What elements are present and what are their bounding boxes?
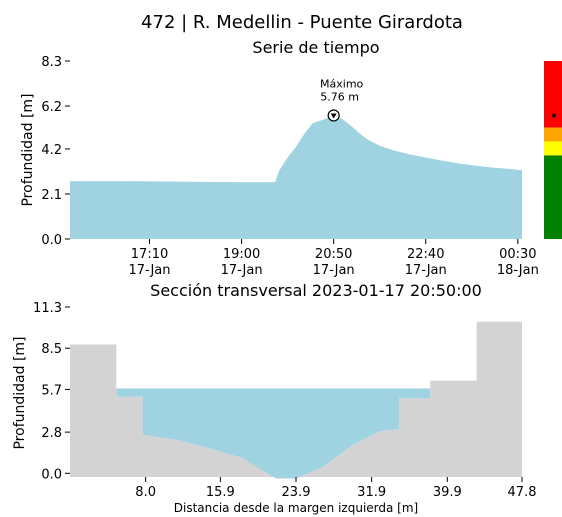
water-area: [116, 388, 431, 479]
x-tick-date: 18-Jan: [497, 263, 539, 278]
x-tick-label: 23.9: [282, 485, 311, 500]
ground-area: [70, 321, 522, 477]
x-tick-time: 22:40: [407, 247, 444, 262]
x-tick-time: 17:10: [131, 247, 168, 262]
maximum-value: 5.76 m: [320, 90, 359, 103]
x-tick-time: 00:30: [499, 247, 536, 262]
alert-level-segment: [544, 61, 562, 128]
cross-section-x-label: Distancia desde la margen izquierda [m]: [174, 501, 418, 515]
y-tick-label: 5.7: [41, 383, 62, 398]
maximum-label: Máximo: [320, 77, 364, 90]
maximum-marker-arrow: [330, 113, 337, 119]
time-series-y-label: Profundidad [m]: [20, 93, 36, 206]
x-tick-date: 17-Jan: [313, 263, 355, 278]
y-tick-label: 2.8: [41, 426, 62, 441]
y-tick-label: 0.0: [41, 467, 62, 482]
x-tick-time: 20:50: [315, 247, 352, 262]
y-tick-label: 0.0: [41, 233, 62, 248]
time-series-chart: Serie de tiempo Máximo 5.76 m 0.0 2.1 4.2 6…: [20, 38, 562, 278]
depth-series-area: [70, 115, 522, 239]
cross-section-y-label: Profundidad [m]: [12, 336, 28, 449]
time-series-axes: 0.02.14.26.28.317:1017-Jan19:0017-Jan20:…: [41, 55, 539, 278]
y-tick-label: 4.2: [41, 143, 62, 158]
cross-section-area-layer: [70, 321, 522, 479]
x-tick-label: 47.8: [508, 485, 537, 500]
time-series-area-layer: [70, 115, 522, 239]
y-tick-label: 11.3: [33, 301, 62, 316]
alert-level-bar: [544, 61, 562, 239]
x-tick-label: 31.9: [357, 485, 386, 500]
alert-level-segment: [544, 155, 562, 239]
x-tick-time: 19:00: [223, 247, 260, 262]
x-tick-date: 17-Jan: [129, 263, 171, 278]
figure-title: 472 | R. Medellin - Puente Girardota: [141, 12, 463, 33]
alert-level-segment: [544, 127, 562, 142]
x-tick-label: 39.9: [433, 485, 462, 500]
y-tick-label: 8.3: [41, 55, 62, 70]
time-series-title: Serie de tiempo: [252, 38, 379, 57]
y-tick-label: 2.1: [41, 188, 62, 203]
cross-section-title: Sección transversal 2023-01-17 20:50:00: [150, 281, 482, 300]
alert-level-segment: [544, 141, 562, 156]
x-tick-label: 15.9: [206, 485, 235, 500]
y-tick-label: 6.2: [41, 100, 62, 115]
cross-section-chart: Sección transversal 2023-01-17 20:50:00 …: [12, 281, 536, 515]
x-tick-date: 17-Jan: [405, 263, 447, 278]
y-tick-label: 8.5: [41, 342, 62, 357]
current-level-marker: [552, 113, 556, 118]
x-tick-date: 17-Jan: [221, 263, 263, 278]
maximum-annotation: Máximo 5.76 m: [320, 77, 364, 122]
cross-section-axes: 0.0 2.8 5.7 8.5 11.3 8.0 15.9 23.9 31.9 39.9 47.8: [33, 301, 536, 500]
x-tick-label: 8.0: [135, 485, 156, 500]
